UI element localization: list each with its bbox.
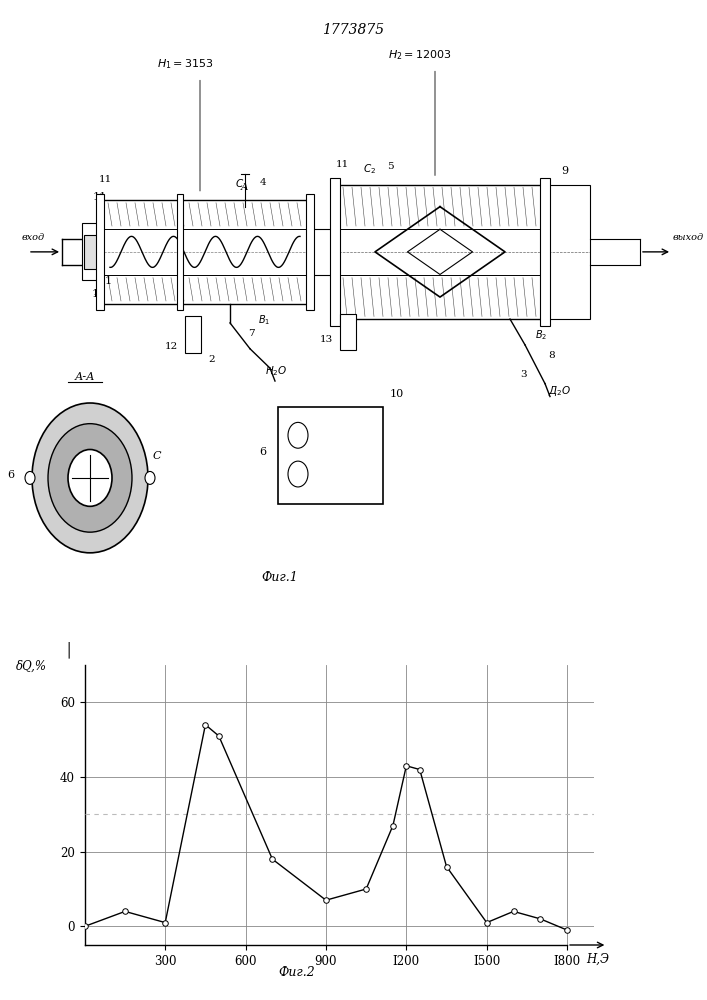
Bar [96, 194, 104, 310]
Text: А-А: А-А [75, 372, 95, 382]
Text: 11: 11 [93, 192, 107, 202]
Bar [545, 185, 590, 319]
Text: $H_2O$: $H_2O$ [265, 365, 288, 378]
Text: │: │ [64, 641, 73, 658]
Bar [340, 314, 356, 350]
Bar [100, 200, 310, 304]
Text: С: С [153, 451, 161, 461]
Text: 6: 6 [259, 447, 266, 457]
Text: 8: 8 [548, 351, 554, 360]
Text: ЕЭ-4: ЕЭ-4 [320, 448, 350, 461]
Text: Фиг.2: Фиг.2 [279, 966, 315, 979]
Text: 12: 12 [165, 342, 178, 351]
Circle shape [25, 471, 35, 484]
Bar [330, 178, 340, 326]
Text: 9: 9 [561, 166, 568, 176]
Bar [84, 235, 98, 269]
Text: 13: 13 [320, 335, 333, 344]
Bar [177, 194, 183, 310]
Text: $C_1$: $C_1$ [235, 177, 249, 191]
Text: $B_2$: $B_2$ [535, 328, 547, 342]
Text: A: A [240, 183, 248, 192]
Text: 7: 7 [248, 329, 255, 338]
Text: 1773875: 1773875 [322, 23, 384, 37]
Text: 11: 11 [98, 175, 112, 184]
Text: 1: 1 [105, 276, 112, 286]
Text: 3: 3 [520, 370, 527, 379]
Text: 1: 1 [91, 289, 98, 299]
Text: $H_1=3153$: $H_1=3153$ [157, 57, 214, 71]
Bar [278, 407, 383, 504]
Text: вход: вход [22, 233, 45, 242]
Text: $C_2$: $C_2$ [363, 162, 377, 176]
Text: 6: 6 [7, 470, 14, 480]
Bar [540, 178, 550, 326]
Circle shape [288, 461, 308, 487]
Bar [185, 316, 201, 353]
Bar [306, 194, 314, 310]
Circle shape [68, 450, 112, 506]
Circle shape [48, 424, 132, 532]
Text: $4_1$: $4_1$ [291, 429, 302, 442]
Bar [335, 185, 545, 319]
Text: $H_2=12003$: $H_2=12003$ [388, 48, 452, 62]
Text: 5: 5 [387, 162, 394, 171]
Text: 10: 10 [390, 389, 404, 399]
Circle shape [145, 471, 155, 484]
Text: 2: 2 [209, 355, 215, 364]
Circle shape [32, 403, 148, 553]
Text: Н,Э: Н,Э [586, 952, 609, 965]
Text: δQ,%: δQ,% [16, 659, 47, 672]
Text: $B_1$: $B_1$ [258, 313, 270, 327]
Text: Фиг.1: Фиг.1 [262, 571, 298, 584]
Circle shape [288, 422, 308, 448]
Text: $Д_2O$: $Д_2O$ [548, 385, 571, 398]
Bar [82, 223, 100, 280]
Text: 11: 11 [335, 160, 349, 169]
Text: 4: 4 [260, 178, 267, 187]
Text: выход: выход [673, 233, 704, 242]
